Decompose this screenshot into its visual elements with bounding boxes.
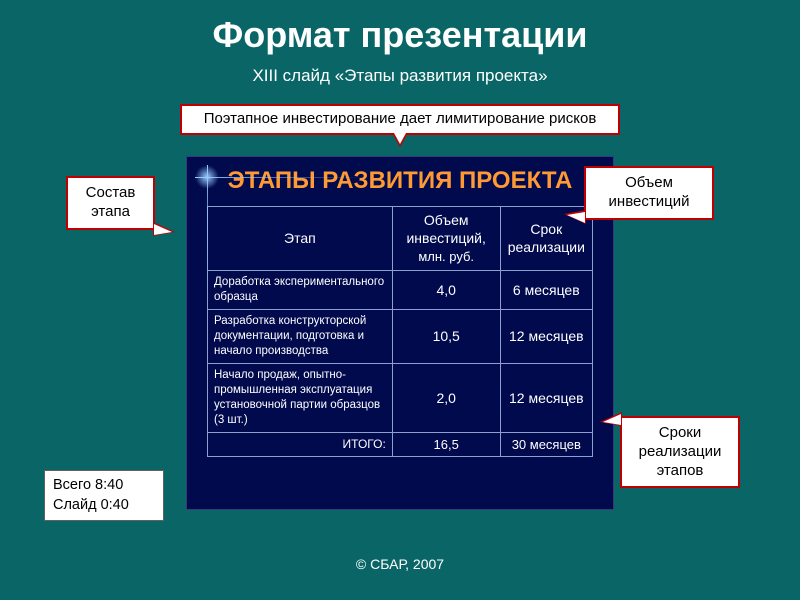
decor-vline xyxy=(207,165,208,295)
copyright: © СБАР, 2007 xyxy=(0,556,800,572)
stages-table: Этап Объем инвестиций, млн. руб. Срок ре… xyxy=(207,206,593,457)
callout-volume: Объем инвестиций xyxy=(584,166,714,220)
cell-volume: 2,0 xyxy=(392,363,500,432)
callout-terms-text: Сроки реализации этапов xyxy=(639,424,722,479)
inner-slide-title: ЭТАПЫ РАЗВИТИЯ ПРОЕКТА xyxy=(187,157,613,202)
callout-tail-icon xyxy=(564,210,586,224)
th-volume: Объем инвестиций, млн. руб. xyxy=(392,206,500,270)
cell-total-volume: 16,5 xyxy=(392,432,500,456)
callout-tail-icon xyxy=(153,222,175,236)
subtitle: XIII слайд «Этапы развития проекта» xyxy=(0,66,800,86)
callout-volume-text: Объем инвестиций xyxy=(609,174,690,210)
cell-term: 12 месяцев xyxy=(500,363,592,432)
callout-composition: Состав этапа xyxy=(66,176,155,230)
cell-total-term: 30 месяцев xyxy=(500,432,592,456)
th-stage: Этап xyxy=(208,206,393,270)
top-callout: Поэтапное инвестирование дает лимитирова… xyxy=(180,104,620,135)
cell-volume: 4,0 xyxy=(392,271,500,310)
top-callout-text: Поэтапное инвестирование дает лимитирова… xyxy=(204,110,597,127)
main-title: Формат презентации xyxy=(0,0,800,56)
table-row: Разработка конструкторской документации,… xyxy=(208,309,593,363)
cell-stage: Разработка конструкторской документации,… xyxy=(208,309,393,363)
cell-term: 6 месяцев xyxy=(500,271,592,310)
callout-terms: Сроки реализации этапов xyxy=(620,416,740,488)
inner-slide: ЭТАПЫ РАЗВИТИЯ ПРОЕКТА Этап Объем инвест… xyxy=(186,156,614,510)
table-total-row: ИТОГО: 16,5 30 месяцев xyxy=(208,432,593,456)
cell-total-label: ИТОГО: xyxy=(208,432,393,456)
timing-total: Всего 8:40 xyxy=(53,476,155,496)
cell-stage: Доработка экспериментального образца xyxy=(208,271,393,310)
cell-term: 12 месяцев xyxy=(500,309,592,363)
timing-slide: Слайд 0:40 xyxy=(53,496,155,516)
decor-hline xyxy=(195,177,365,178)
timing-info-box: Всего 8:40 Слайд 0:40 xyxy=(44,470,164,521)
cell-volume: 10,5 xyxy=(392,309,500,363)
table-wrap: Этап Объем инвестиций, млн. руб. Срок ре… xyxy=(207,206,593,457)
callout-composition-text: Состав этапа xyxy=(86,184,136,220)
th-volume-sub: млн. руб. xyxy=(399,249,494,266)
callout-tail-icon xyxy=(600,412,622,426)
cell-stage: Начало продаж, опытно-промышленная экспл… xyxy=(208,363,393,432)
th-volume-text: Объем инвестиций, xyxy=(406,212,485,246)
table-row: Начало продаж, опытно-промышленная экспл… xyxy=(208,363,593,432)
callout-tail-icon xyxy=(392,133,408,147)
table-row: Доработка экспериментального образца 4,0… xyxy=(208,271,593,310)
